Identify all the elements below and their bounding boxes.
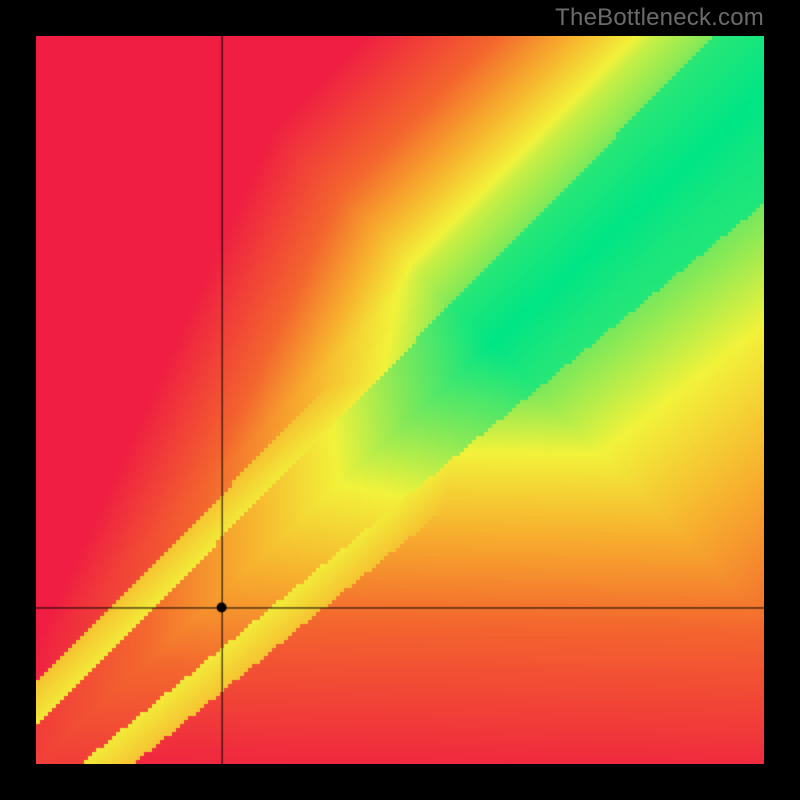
attribution-text: TheBottleneck.com (555, 4, 764, 32)
bottleneck-heatmap (36, 36, 764, 764)
heatmap-canvas (36, 36, 764, 764)
